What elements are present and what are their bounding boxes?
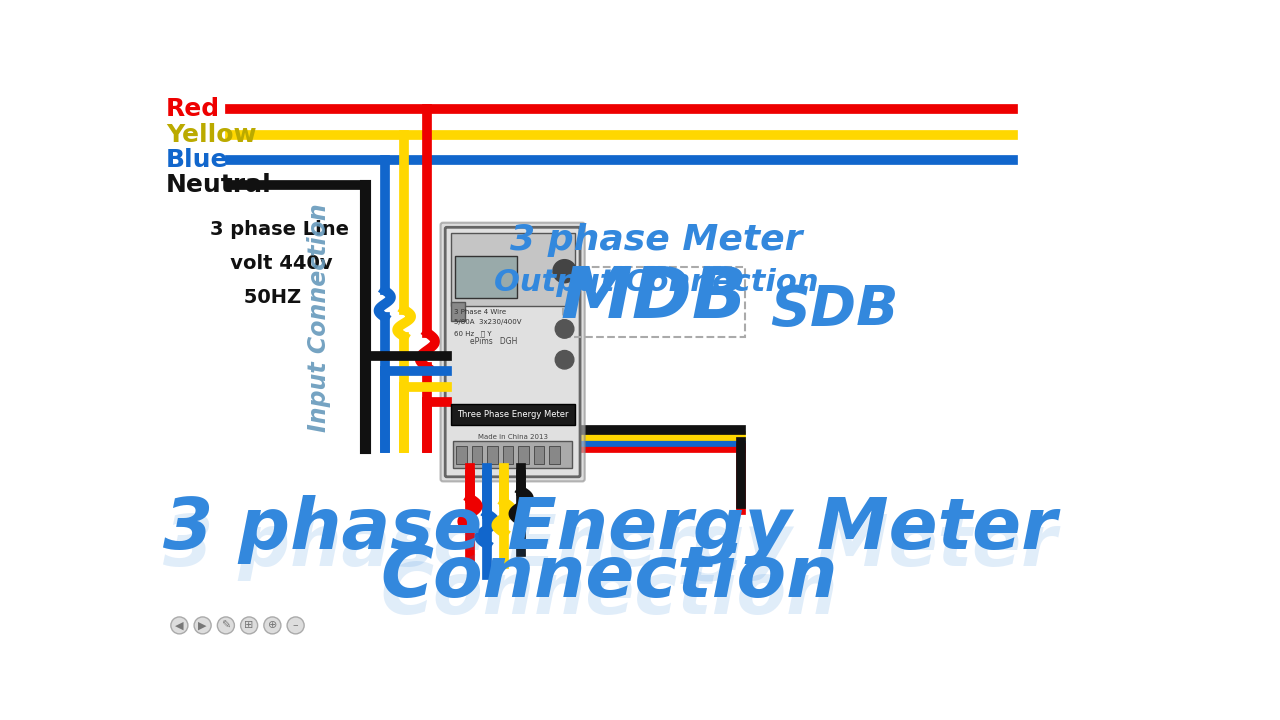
- Text: ePims   DGH: ePims DGH: [470, 338, 517, 346]
- Bar: [549, 446, 559, 464]
- FancyBboxPatch shape: [440, 222, 585, 482]
- Circle shape: [556, 320, 573, 338]
- Bar: [451, 302, 465, 321]
- Text: 5/80A  3x230/400V: 5/80A 3x230/400V: [454, 320, 522, 325]
- Text: Connection: Connection: [380, 560, 838, 629]
- Circle shape: [553, 260, 576, 283]
- Text: Yellow: Yellow: [166, 123, 257, 147]
- Text: SDB: SDB: [771, 283, 899, 337]
- Bar: [451, 404, 575, 426]
- Text: 3 phase Energy Meter: 3 phase Energy Meter: [163, 511, 1056, 581]
- Text: Input Connection: Input Connection: [307, 203, 330, 432]
- Bar: [488, 446, 498, 464]
- Bar: [456, 446, 467, 464]
- Bar: [471, 446, 483, 464]
- Text: Output Connection: Output Connection: [494, 269, 818, 297]
- Text: 3 Phase 4 Wire: 3 Phase 4 Wire: [454, 309, 507, 315]
- Text: ⊞: ⊞: [244, 621, 253, 631]
- Text: 3 phase Line
   volt 440v
     50HZ: 3 phase Line volt 440v 50HZ: [210, 220, 349, 307]
- Text: ▶: ▶: [198, 621, 207, 631]
- Circle shape: [556, 351, 573, 369]
- Circle shape: [195, 617, 211, 634]
- Text: MDB: MDB: [561, 264, 748, 333]
- Text: ◀: ◀: [175, 621, 183, 631]
- Text: Red: Red: [166, 97, 220, 122]
- Bar: [503, 446, 513, 464]
- Text: Neutral: Neutral: [166, 173, 271, 197]
- Bar: [454, 256, 517, 298]
- Text: Connection: Connection: [380, 543, 838, 612]
- Circle shape: [218, 617, 234, 634]
- Text: Blue: Blue: [166, 148, 229, 171]
- Bar: [453, 441, 572, 467]
- Text: ✎: ✎: [221, 621, 230, 631]
- Bar: [518, 446, 529, 464]
- Circle shape: [287, 617, 305, 634]
- Text: ⊕: ⊕: [268, 621, 276, 631]
- Text: 3 phase Energy Meter: 3 phase Energy Meter: [163, 495, 1056, 564]
- Bar: [534, 446, 544, 464]
- Circle shape: [241, 617, 257, 634]
- Text: Three Phase Energy Meter: Three Phase Energy Meter: [457, 410, 568, 419]
- Text: 3 phase Meter: 3 phase Meter: [509, 223, 803, 257]
- Text: Made in China 2013: Made in China 2013: [477, 433, 548, 440]
- FancyBboxPatch shape: [445, 228, 580, 477]
- Bar: [451, 233, 575, 306]
- Circle shape: [170, 617, 188, 634]
- Circle shape: [264, 617, 280, 634]
- Text: –: –: [293, 621, 298, 631]
- Text: 60 Hz   ⧮ Y: 60 Hz ⧮ Y: [454, 330, 492, 337]
